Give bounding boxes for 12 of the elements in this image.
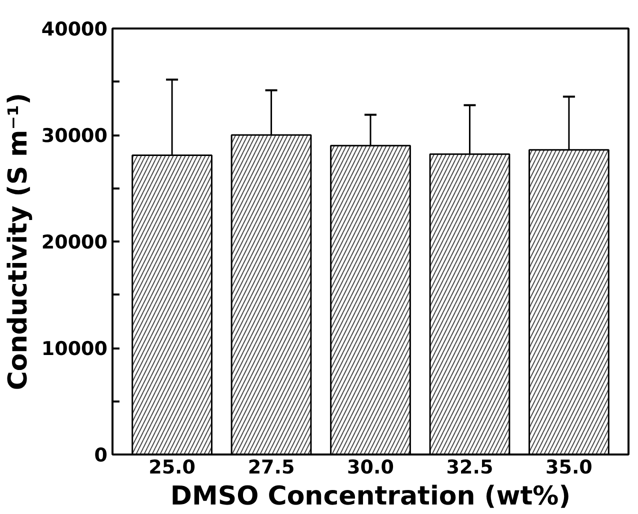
y-tick-label: 10000 bbox=[41, 338, 108, 360]
y-tick-label: 40000 bbox=[41, 18, 108, 40]
x-tick-label: 25.0 bbox=[148, 456, 196, 478]
x-tick-label: 27.5 bbox=[248, 456, 295, 478]
x-tick-label: 30.0 bbox=[347, 456, 394, 478]
y-axis-title: Conductivity (S m⁻¹) bbox=[3, 92, 34, 390]
x-axis-title: DMSO Concentration (wt%) bbox=[170, 482, 571, 512]
y-tick-label: 0 bbox=[94, 444, 108, 466]
y-tick-label: 20000 bbox=[41, 232, 108, 254]
x-tick-label: 32.5 bbox=[446, 456, 494, 478]
x-tick-label: 35.0 bbox=[546, 456, 592, 478]
y-tick-label: 30000 bbox=[41, 125, 108, 147]
